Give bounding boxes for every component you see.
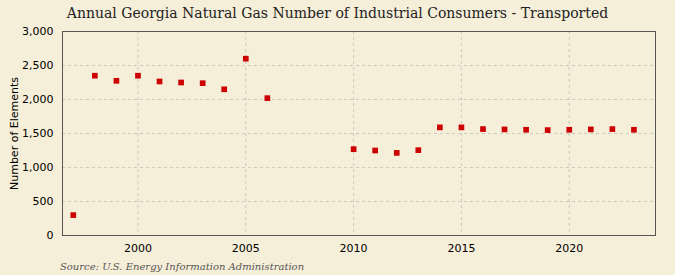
svg-text:500: 500 [33,195,54,208]
svg-text:2005: 2005 [232,242,260,255]
svg-text:Number of Elements: Number of Elements [8,77,21,190]
svg-text:0: 0 [47,229,54,242]
svg-text:3,000: 3,000 [22,25,54,38]
svg-text:1,000: 1,000 [22,161,54,174]
svg-text:1,500: 1,500 [22,127,54,140]
svg-text:2000: 2000 [124,242,152,255]
html-text:Annual Georgia Natural Gas Num: Annual Georgia Natural Gas Number of Ind… [66,5,609,21]
svg-text:2020: 2020 [555,242,583,255]
html-text:Source: U.S. Energy Informatio: Source: U.S. Energy Information Administ… [60,261,305,272]
svg-text:2,500: 2,500 [22,59,54,72]
svg-text:2010: 2010 [340,242,368,255]
svg-text:2,000: 2,000 [22,93,54,106]
svg-text:2015: 2015 [447,242,475,255]
